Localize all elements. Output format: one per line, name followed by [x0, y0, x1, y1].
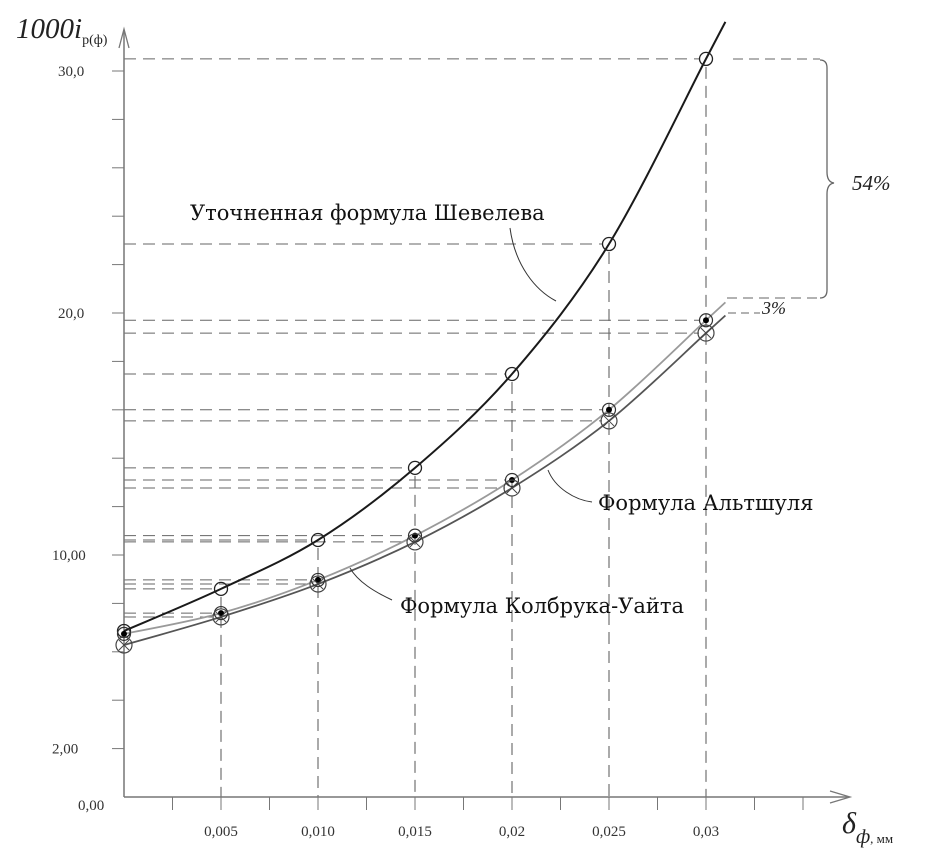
dot-marker [703, 317, 709, 324]
series-label-shevelev: Уточненная формула Шевелева [190, 201, 545, 225]
leader-shevelev [509, 227, 557, 302]
series-label-colebrook: Формула Колбрука-Уайта [400, 594, 684, 618]
y-tick-label: 2,00 [52, 742, 78, 758]
y-axis-label: 1000iр(ф) [16, 13, 108, 48]
y-tick-label: 20,0 [58, 306, 84, 322]
cross-marker [312, 578, 324, 590]
data-point-crossed-circle [115, 636, 133, 654]
dot-marker [218, 610, 224, 617]
cross-marker [603, 415, 615, 427]
series-line [123, 301, 727, 635]
y-tick-label: 30,0 [58, 64, 84, 80]
y-tick-label: 10,00 [52, 548, 86, 564]
circle-marker [407, 460, 423, 476]
leader-altshul [547, 469, 593, 503]
data-point-circle [310, 532, 326, 548]
data-point-filled-circle [116, 626, 132, 641]
ticks: 0,005 0,010 0,015 0,02 0,025 0,03 0,00 2,00 10,0… [52, 64, 804, 840]
dot-marker [121, 630, 127, 637]
circle-marker [213, 581, 229, 597]
circle-marker [406, 533, 424, 551]
y-tick-label: 0,00 [78, 798, 104, 814]
leader-colebrook [349, 567, 393, 601]
brace-54 [819, 59, 835, 299]
circle-marker [504, 366, 520, 382]
circle-marker [601, 402, 617, 417]
cross-marker [215, 611, 227, 623]
series-line [123, 21, 727, 632]
cross-marker [118, 639, 130, 651]
cross-marker [409, 536, 421, 548]
data-point-filled-circle [601, 402, 617, 417]
circle-marker [698, 51, 714, 67]
data-point-crossed-circle [406, 533, 424, 551]
data-point-circle [407, 460, 423, 476]
cross-marker [506, 482, 518, 494]
data-point-circle [504, 366, 520, 382]
data-point-crossed-circle [212, 608, 230, 626]
x-tick-label: 0,005 [204, 824, 238, 840]
circle-marker [697, 324, 715, 342]
y-axis-arrow [118, 26, 130, 49]
axes [118, 26, 853, 804]
data-point-circle [213, 581, 229, 597]
x-tick-label: 0,02 [499, 824, 525, 840]
dot-marker [606, 406, 612, 413]
data-point-circle [601, 236, 617, 252]
x-tick-label: 0,015 [398, 824, 432, 840]
circle-marker [601, 236, 617, 252]
circle-marker [503, 479, 521, 497]
x-axis-label: δф, мм [842, 807, 893, 848]
circle-marker [309, 575, 327, 593]
y-axis-label-sub: р(ф) [82, 33, 108, 48]
data-point-crossed-circle [600, 412, 618, 430]
data-point-crossed-circle [697, 324, 715, 342]
dot-marker [315, 576, 321, 583]
data-point-filled-circle [698, 313, 714, 328]
guide-lines [124, 58, 707, 797]
x-tick-label: 0,010 [301, 824, 335, 840]
series-curves [123, 21, 727, 646]
data-point-crossed-circle [309, 575, 327, 593]
x-tick-label: 0,025 [592, 824, 626, 840]
cross-marker [700, 327, 712, 339]
circle-marker [504, 472, 520, 488]
circle-marker [115, 636, 133, 654]
x-tick-label: 0,03 [693, 824, 719, 840]
series-markers [115, 51, 715, 654]
circle-marker [212, 608, 230, 626]
series-label-altshul: Формула Альтшуля [598, 491, 814, 515]
data-point-circle [698, 51, 714, 67]
x-axis-arrow [829, 790, 853, 804]
circle-marker [310, 532, 326, 548]
data-point-crossed-circle [503, 479, 521, 497]
annotation-3-percent: 3% [761, 298, 786, 318]
circle-marker [116, 626, 132, 641]
circle-marker [698, 313, 714, 328]
circle-marker [600, 412, 618, 430]
annotation-54-percent: 54% [852, 171, 891, 195]
